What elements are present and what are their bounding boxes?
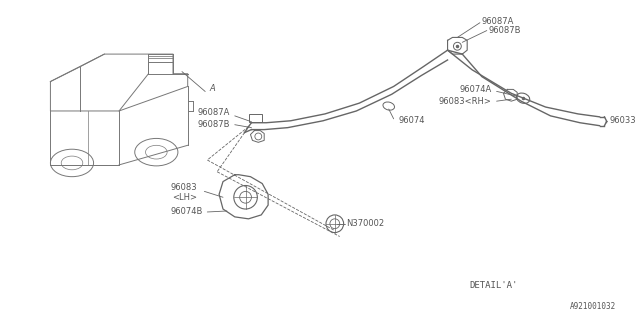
- Text: 96087B: 96087B: [489, 26, 521, 35]
- Text: N370002: N370002: [347, 219, 385, 228]
- Text: 96087A: 96087A: [482, 17, 515, 26]
- Text: 96074B: 96074B: [170, 207, 202, 216]
- Text: 96074: 96074: [399, 116, 425, 125]
- Text: A: A: [209, 84, 215, 93]
- Text: 96083: 96083: [171, 183, 198, 192]
- Text: DETAIL'A': DETAIL'A': [470, 281, 518, 290]
- Text: 96033: 96033: [609, 116, 636, 125]
- Bar: [248, 114, 262, 122]
- Text: 96074A: 96074A: [460, 85, 492, 94]
- Text: 96087B: 96087B: [197, 120, 230, 129]
- Text: A921001032: A921001032: [570, 302, 616, 311]
- Text: <LH>: <LH>: [173, 193, 198, 202]
- Text: 96087A: 96087A: [198, 108, 230, 117]
- Text: 96083<RH>: 96083<RH>: [439, 97, 492, 106]
